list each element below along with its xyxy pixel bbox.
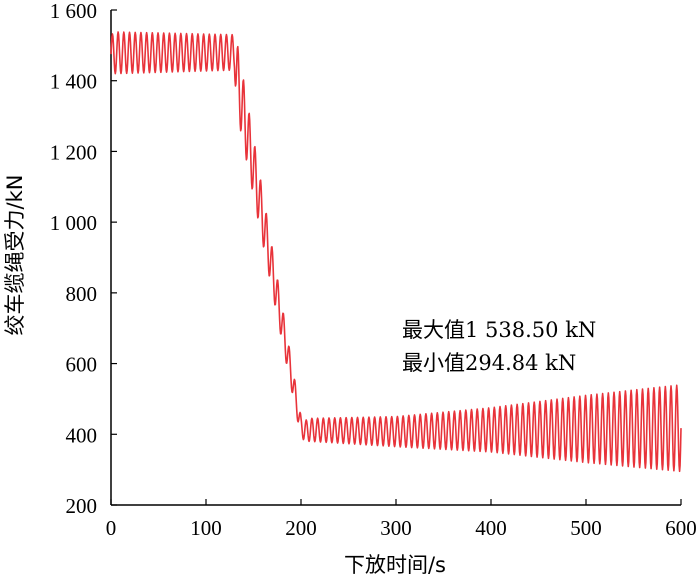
y-tick-label: 1 000 xyxy=(50,211,97,235)
x-tick-label: 600 xyxy=(665,516,697,540)
annotation-max: 最大值1 538.50 kN xyxy=(402,318,596,342)
series-line xyxy=(110,31,682,473)
y-tick-label: 1 400 xyxy=(50,70,97,94)
x-tick-label: 100 xyxy=(190,516,222,540)
y-tick-label: 800 xyxy=(66,282,98,306)
x-axis-title: 下放时间/s xyxy=(344,553,446,577)
series-group xyxy=(110,31,682,473)
y-tick-label: 600 xyxy=(66,353,98,377)
x-tick-label: 300 xyxy=(380,516,412,540)
ticks: 0 100 200 300 400 500 600 200 400 600 800 1 000 1 20… xyxy=(50,0,697,540)
annotation-min: 最小值294.84 kN xyxy=(402,351,576,375)
x-tick-label: 0 xyxy=(106,516,117,540)
y-tick-label: 1 600 xyxy=(50,0,97,23)
x-tick-label: 200 xyxy=(285,516,317,540)
y-tick-label: 400 xyxy=(66,423,98,447)
x-tick-label: 400 xyxy=(475,516,507,540)
y-tick-label: 200 xyxy=(66,494,98,518)
y-axis-title: 绞车缆绳受力/kN xyxy=(3,175,27,336)
y-tick-label: 1 200 xyxy=(50,140,97,164)
x-tick-label: 500 xyxy=(570,516,602,540)
